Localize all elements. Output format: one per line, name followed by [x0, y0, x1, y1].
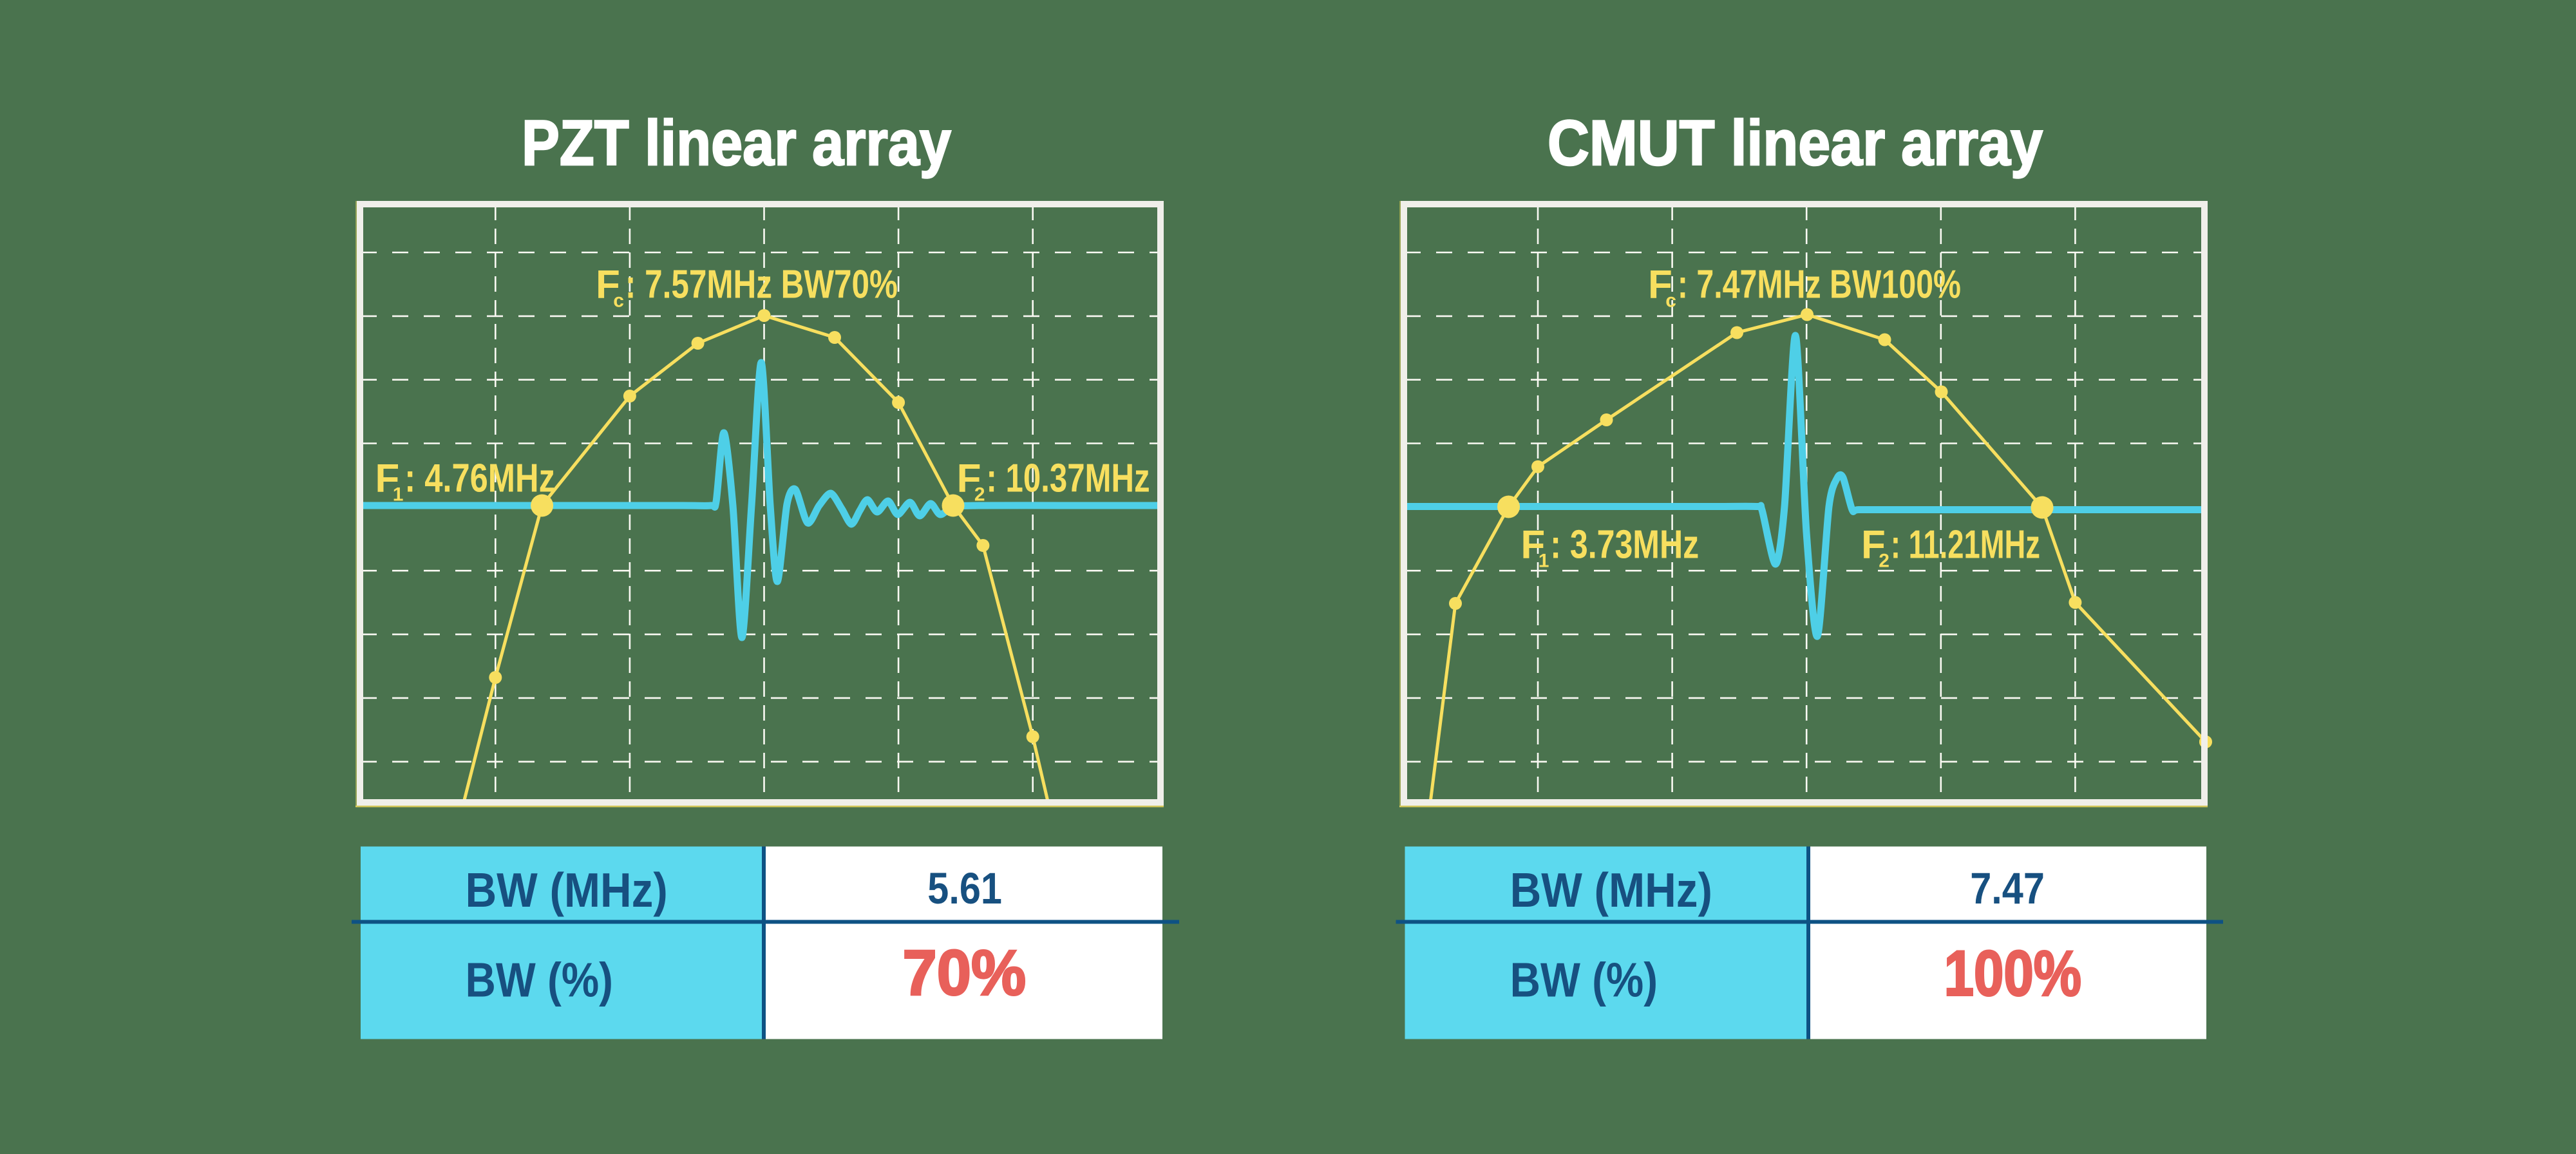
svg-text:c: c — [613, 290, 624, 312]
svg-text:F: F — [1648, 263, 1672, 307]
svg-text:CMUT linear array: CMUT linear array — [1548, 107, 2043, 178]
svg-text:: 7.57MHz BW70%: : 7.57MHz BW70% — [625, 263, 898, 307]
svg-text:PZT linear array: PZT linear array — [522, 107, 951, 178]
svg-text:100%: 100% — [1944, 938, 2081, 1009]
svg-text:c: c — [1665, 290, 1676, 312]
svg-text:70%: 70% — [903, 937, 1027, 1008]
svg-text:2: 2 — [974, 484, 985, 505]
svg-text:BW (MHz): BW (MHz) — [466, 863, 668, 917]
svg-text:: 3.73MHz: : 3.73MHz — [1550, 523, 1699, 567]
svg-text:2: 2 — [1879, 551, 1889, 572]
svg-text:BW (%): BW (%) — [1510, 953, 1658, 1007]
svg-text:: 10.37MHz: : 10.37MHz — [987, 456, 1150, 500]
svg-text:7.47: 7.47 — [1970, 864, 2045, 913]
svg-text:: 7.47MHz BW100%: : 7.47MHz BW100% — [1678, 263, 1961, 307]
svg-text:F: F — [957, 456, 981, 500]
svg-text:: 4.76MHz: : 4.76MHz — [404, 456, 555, 500]
svg-text:5.61: 5.61 — [927, 864, 1002, 913]
svg-text:BW (MHz): BW (MHz) — [1510, 863, 1712, 917]
svg-text:F: F — [375, 456, 399, 500]
svg-text:BW (%): BW (%) — [466, 953, 614, 1007]
svg-text:: 11.21MHz: : 11.21MHz — [1891, 523, 2040, 567]
svg-text:F: F — [596, 263, 620, 307]
svg-text:F: F — [1520, 523, 1545, 567]
svg-text:1: 1 — [393, 484, 404, 505]
svg-text:1: 1 — [1539, 551, 1549, 572]
svg-text:F: F — [1861, 523, 1886, 567]
